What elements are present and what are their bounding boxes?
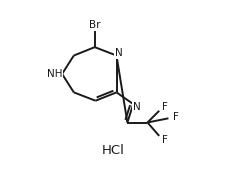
- Text: N: N: [115, 48, 123, 58]
- Text: F: F: [173, 112, 179, 122]
- Text: N: N: [133, 102, 140, 112]
- Text: F: F: [162, 135, 168, 145]
- Text: NH: NH: [47, 69, 62, 79]
- Text: F: F: [162, 102, 168, 112]
- Text: Br: Br: [89, 20, 100, 30]
- Text: HCl: HCl: [102, 144, 125, 157]
